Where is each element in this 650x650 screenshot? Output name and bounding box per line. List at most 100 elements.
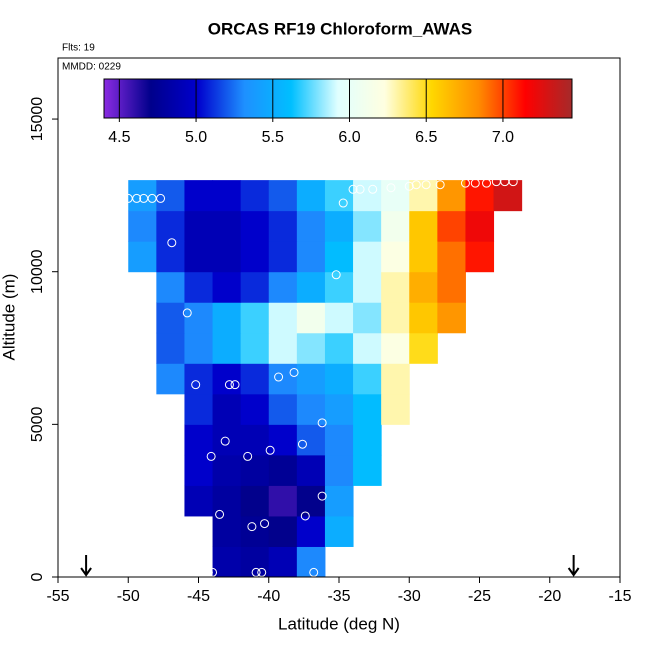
heat-cell [240, 393, 270, 425]
y-tick-label: 15000 [29, 97, 46, 142]
heat-cell [156, 271, 185, 303]
sample-point [224, 380, 234, 390]
heat-cell [353, 424, 382, 456]
heat-cell [296, 515, 326, 547]
heat-cell [353, 332, 382, 364]
heat-cell [212, 271, 242, 303]
heat-cell [268, 271, 298, 303]
sample-point [182, 308, 192, 318]
heat-cell [353, 241, 382, 273]
heat-cell [353, 454, 382, 486]
heat-cell [212, 210, 242, 242]
sample-point [215, 509, 225, 519]
heat-cell [268, 546, 298, 578]
sample-point [167, 238, 177, 248]
heat-cell [184, 393, 214, 425]
x-tick-label: -45 [187, 588, 210, 605]
sample-point [118, 193, 128, 203]
heat-cell [184, 271, 214, 303]
sample-point [435, 180, 445, 190]
sample-point [206, 451, 216, 461]
sample-point [309, 567, 319, 577]
x-tick-label: -55 [46, 588, 69, 605]
sample-point [220, 436, 230, 446]
sample-point [482, 178, 492, 188]
heat-cell [381, 393, 410, 425]
sample-point [355, 184, 365, 194]
subtitle: Flts: 19 [62, 43, 95, 54]
sample-point [251, 567, 261, 577]
sample-point [386, 183, 396, 193]
sample-point [203, 567, 213, 577]
annotation: MMDD: 0229 [62, 62, 121, 73]
turn-arrow [567, 555, 580, 577]
heat-cell [324, 180, 354, 212]
heat-cell [184, 485, 214, 517]
x-tick-label: -50 [117, 588, 140, 605]
heat-cell [409, 332, 438, 364]
x-tick-label: -30 [398, 588, 421, 605]
heat-cell [296, 210, 326, 242]
heat-cell [240, 485, 270, 517]
colorbar-tick-label: 7.0 [492, 129, 514, 146]
colorbar-tick-label: 5.5 [262, 129, 284, 146]
heat-cell [184, 241, 214, 273]
heat-cell [381, 302, 410, 334]
heat-cell [324, 332, 354, 364]
heat-cell [409, 271, 438, 303]
heat-cell [268, 180, 298, 212]
chart-title: ORCAS RF19 Chloroform_AWAS [208, 19, 472, 38]
heat-cell [437, 180, 466, 212]
heat-cell [268, 210, 298, 242]
heat-cell [465, 241, 495, 273]
y-tick-label: 5000 [29, 406, 46, 442]
heat-cell [240, 546, 270, 578]
heat-cell [184, 332, 214, 364]
x-axis-label: Latitude (deg N) [278, 614, 400, 633]
heat-cell [324, 302, 354, 334]
sample-point [230, 380, 240, 390]
heat-cell [240, 363, 270, 395]
heat-cell [296, 454, 326, 486]
heat-cell [268, 393, 298, 425]
sample-point [404, 181, 414, 191]
heat-cell [184, 180, 214, 212]
colorbar-tick-label: 6.0 [338, 129, 360, 146]
x-tick-label: -15 [608, 588, 631, 605]
heat-cell [156, 210, 185, 242]
heat-cell [296, 180, 326, 212]
heat-cell [184, 210, 214, 242]
heat-cell [296, 271, 326, 303]
heat-cell [296, 485, 326, 517]
sample-point [156, 193, 166, 203]
sample-point [199, 522, 209, 532]
heat-cell [324, 485, 354, 517]
heat-cell [381, 363, 410, 395]
heat-cell [353, 180, 382, 212]
sample-point [260, 519, 270, 529]
heat-cell [240, 241, 270, 273]
y-tick-label: 0 [29, 572, 46, 581]
sample-point [132, 193, 142, 203]
heat-cell [240, 515, 270, 547]
sample-point [348, 184, 358, 194]
heat-cell [184, 424, 214, 456]
heat-cell [268, 485, 298, 517]
heat-cell [409, 210, 438, 242]
sample-point [317, 418, 327, 428]
sample-point [470, 178, 480, 188]
sample-point [257, 567, 267, 577]
colorbar-tick-label: 5.0 [185, 129, 207, 146]
heat-cell [381, 241, 410, 273]
heat-cell [353, 393, 382, 425]
heat-cell [381, 271, 410, 303]
heat-cell [437, 302, 466, 334]
heat-cell [465, 210, 495, 242]
heat-cell [353, 302, 382, 334]
heat-cell [296, 302, 326, 334]
sample-point [368, 184, 378, 194]
heat-cell [240, 180, 270, 212]
heat-cell [240, 271, 270, 303]
heat-cell [268, 424, 298, 456]
